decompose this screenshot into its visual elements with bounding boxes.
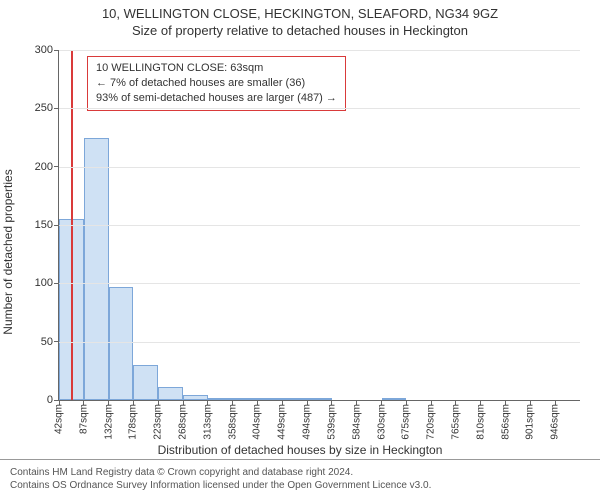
y-tick-label: 50 (41, 336, 53, 348)
x-tick-label: 449sqm (277, 404, 288, 440)
x-tick-label: 675sqm (401, 404, 412, 440)
footer-line-1: Contains HM Land Registry data © Crown c… (10, 466, 590, 479)
x-axis-label: Distribution of detached houses by size … (12, 443, 588, 457)
y-tick-mark (54, 283, 59, 284)
footer: Contains HM Land Registry data © Crown c… (0, 459, 600, 500)
footer-line-2: Contains OS Ordnance Survey Information … (10, 479, 590, 492)
y-tick-label: 200 (35, 161, 53, 173)
y-tick-label: 250 (35, 102, 53, 114)
x-tick-label: 404sqm (252, 404, 263, 440)
histogram-bar (382, 398, 407, 400)
plot-wrapper: 10 WELLINGTON CLOSE: 63sqm ← 7% of detac… (58, 50, 580, 401)
info-line-size: 10 WELLINGTON CLOSE: 63sqm (96, 61, 337, 76)
y-tick-label: 100 (35, 277, 53, 289)
histogram-bar (84, 138, 109, 401)
info-box: 10 WELLINGTON CLOSE: 63sqm ← 7% of detac… (87, 56, 346, 111)
y-tick-label: 150 (35, 219, 53, 231)
grid-line (59, 283, 580, 284)
x-tick-label: 268sqm (178, 404, 189, 440)
x-tick-label: 87sqm (78, 404, 89, 434)
x-tick-label: 132sqm (103, 404, 114, 440)
x-tick-label: 494sqm (302, 404, 313, 440)
y-tick-mark (54, 50, 59, 51)
y-tick-label: 300 (35, 44, 53, 56)
histogram-bar (257, 398, 282, 400)
x-tick-label: 856sqm (500, 404, 511, 440)
x-tick-label: 539sqm (326, 404, 337, 440)
x-tick-label: 358sqm (227, 404, 238, 440)
histogram-bar (233, 398, 258, 400)
x-tick-label: 810sqm (475, 404, 486, 440)
x-tick-label: 765sqm (450, 404, 461, 440)
y-tick-mark (54, 341, 59, 342)
histogram-bar (133, 365, 158, 400)
histogram-bar (109, 287, 134, 400)
chart-area: Number of detached properties 10 WELLING… (12, 44, 588, 459)
title-address: 10, WELLINGTON CLOSE, HECKINGTON, SLEAFO… (0, 6, 600, 21)
histogram-bar (183, 395, 208, 400)
x-tick-label: 223sqm (153, 404, 164, 440)
grid-line (59, 50, 580, 51)
y-tick-mark (54, 166, 59, 167)
x-tick-label: 901sqm (525, 404, 536, 440)
y-tick-mark (54, 108, 59, 109)
x-tick-label: 630sqm (376, 404, 387, 440)
x-tick-label: 584sqm (351, 404, 362, 440)
info-line-smaller: ← 7% of detached houses are smaller (36) (96, 76, 337, 91)
x-tick-label: 178sqm (128, 404, 139, 440)
title-subtitle: Size of property relative to detached ho… (0, 23, 600, 38)
x-tick-label: 313sqm (202, 404, 213, 440)
grid-line (59, 108, 580, 109)
x-tick-label: 720sqm (426, 404, 437, 440)
plot: 10 WELLINGTON CLOSE: 63sqm ← 7% of detac… (58, 50, 580, 401)
histogram-bar (282, 398, 307, 400)
y-axis-label: Number of detached properties (1, 169, 15, 334)
grid-line (59, 342, 580, 343)
y-tick-mark (54, 225, 59, 226)
histogram-bar (208, 398, 233, 400)
x-tick-label: 946sqm (550, 404, 561, 440)
histogram-bar (307, 398, 332, 400)
histogram-bar (158, 387, 183, 400)
grid-line (59, 167, 580, 168)
y-tick-label: 0 (47, 394, 53, 406)
info-line-larger: 93% of semi-detached houses are larger (… (96, 91, 337, 106)
chart-container: 10, WELLINGTON CLOSE, HECKINGTON, SLEAFO… (0, 0, 600, 500)
grid-line (59, 225, 580, 226)
x-tick-label: 42sqm (54, 404, 65, 434)
